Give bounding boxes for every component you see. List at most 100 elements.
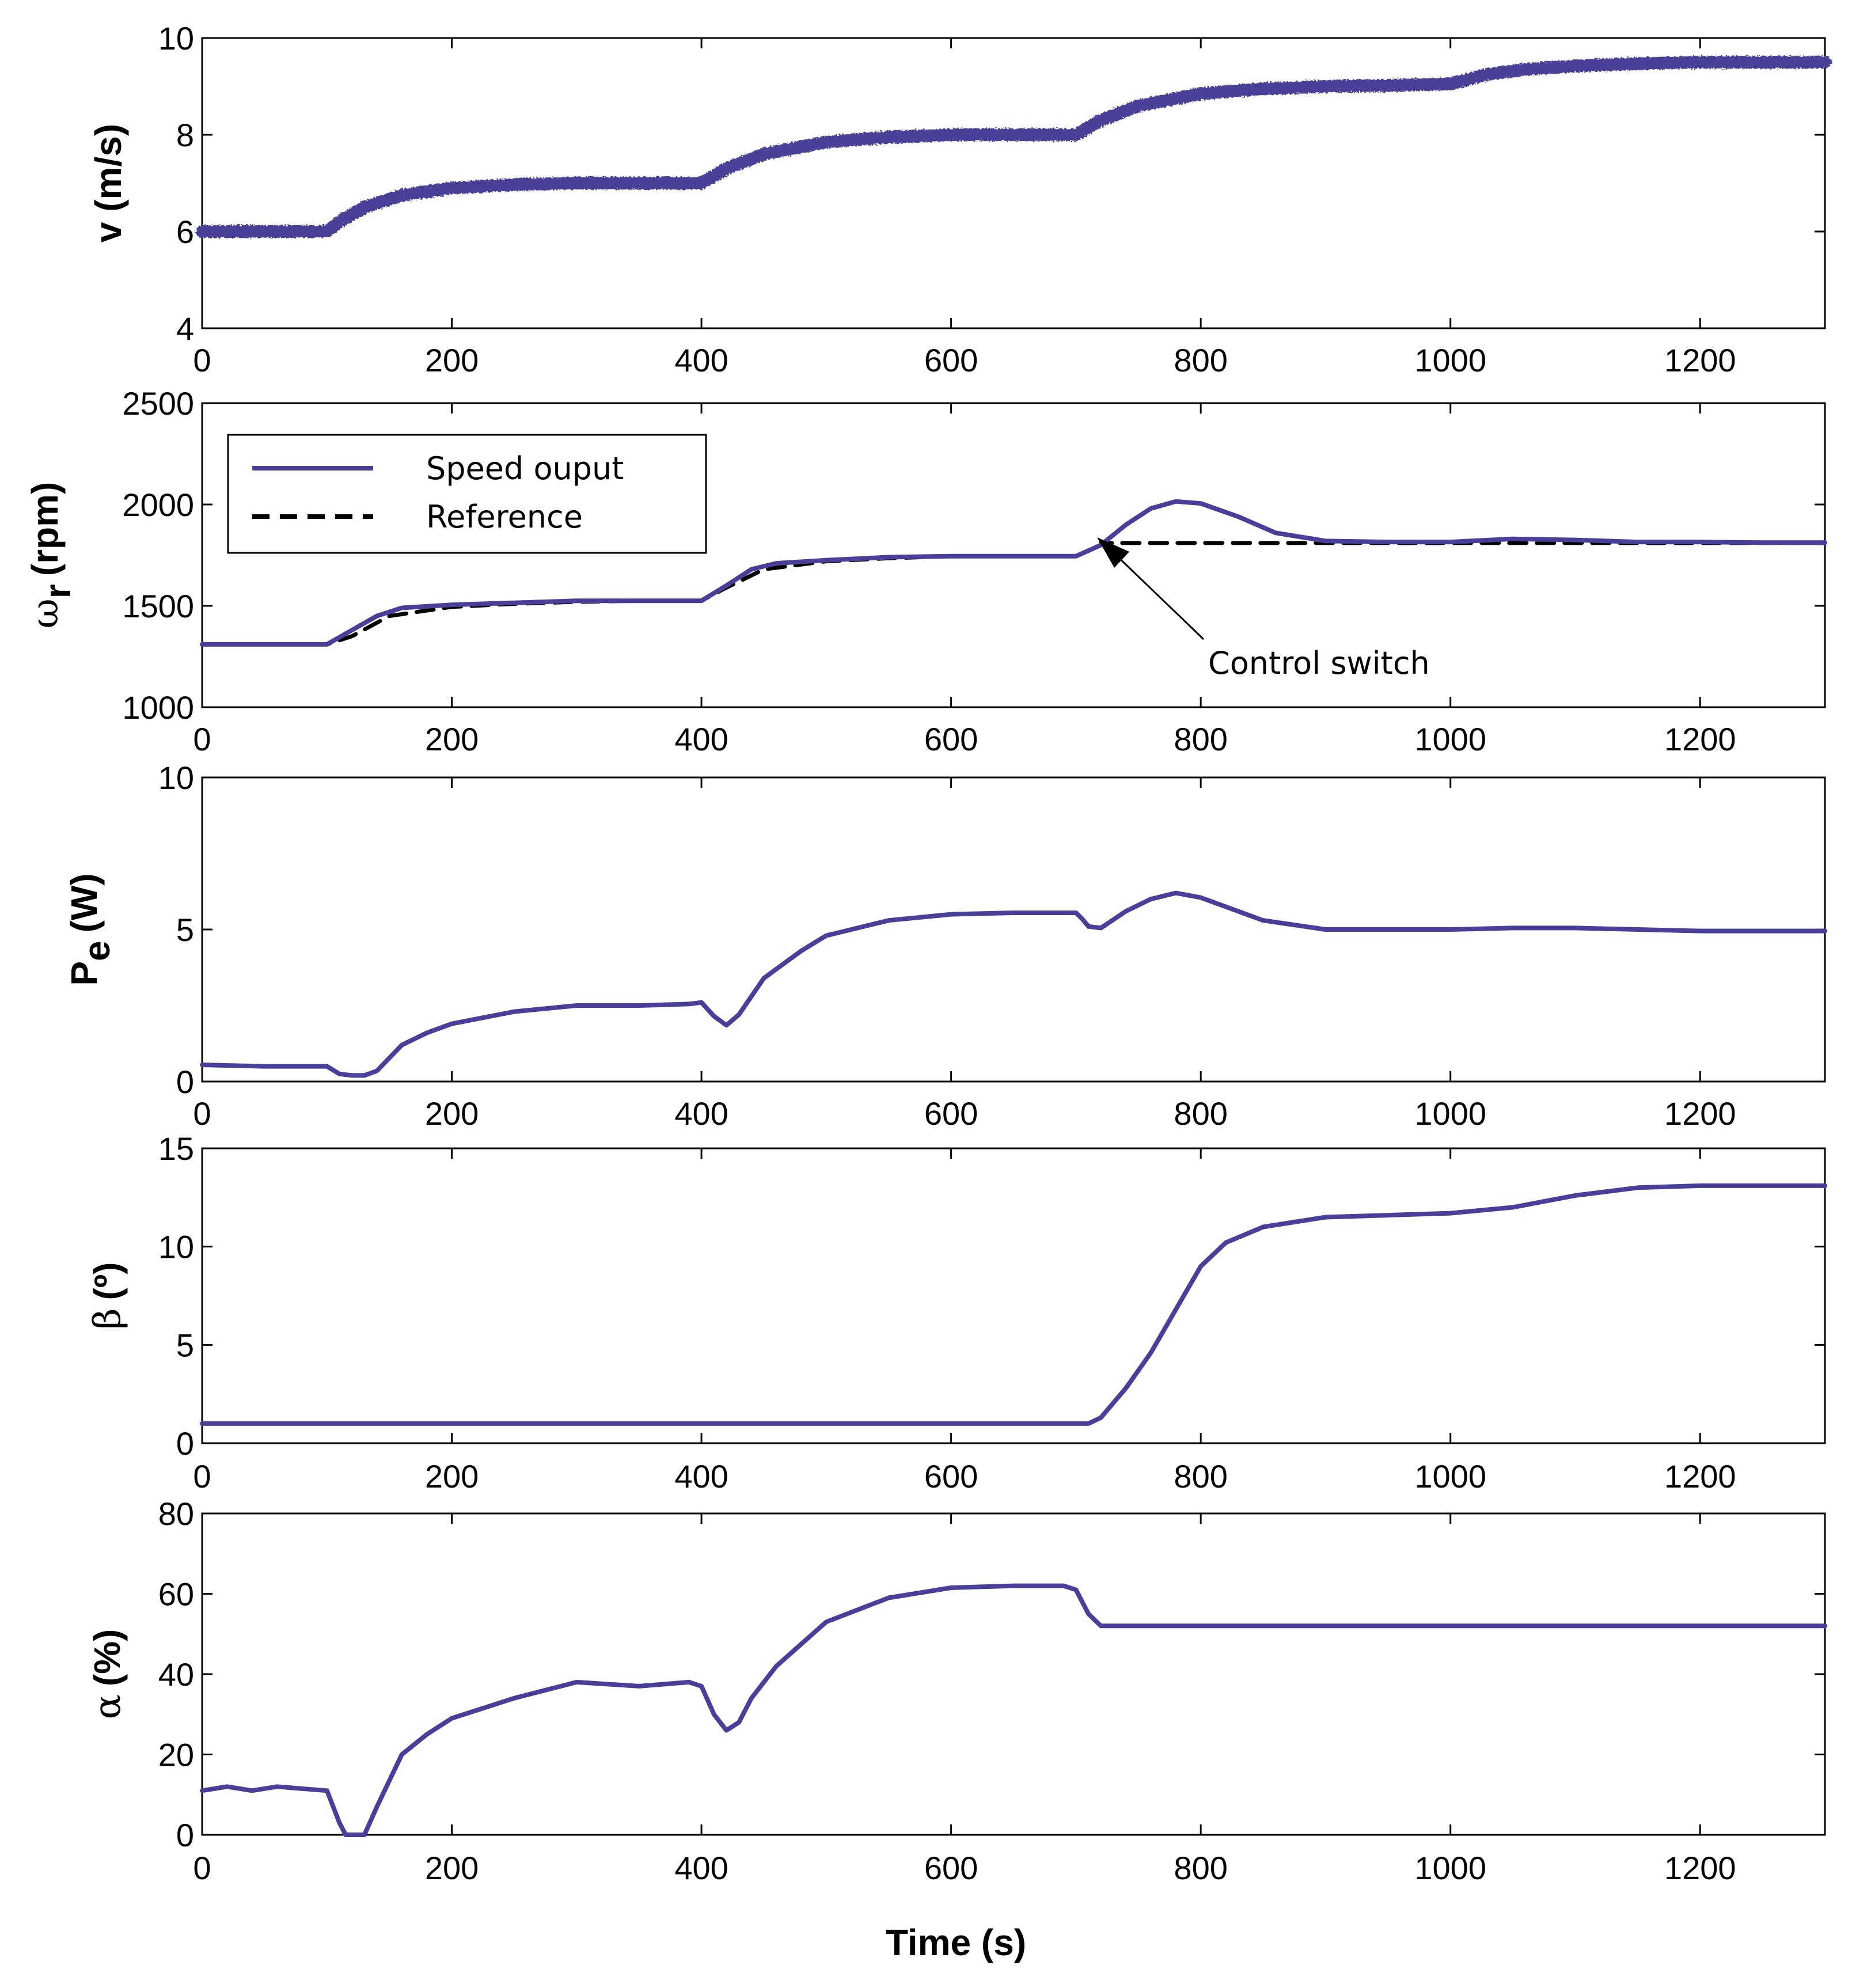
- x-tick-label: 600: [924, 721, 978, 757]
- ylabel-p: P: [63, 961, 105, 986]
- x-tick-label: 600: [924, 342, 978, 378]
- series-line-wind-speed: [196, 56, 1831, 238]
- x-tick-label: 1000: [1414, 1095, 1486, 1132]
- legend-box: [227, 434, 707, 554]
- x-tick-label: 200: [425, 1850, 479, 1886]
- series-layer: [200, 890, 1827, 1078]
- panel-duty-cycle: 0 200 400 600 800 1000 1200 0 20 40 60 80 α (%) Tim…: [86, 1496, 1827, 1963]
- x-tick-label: 800: [1174, 342, 1227, 378]
- x-tick-label: 1000: [1414, 342, 1486, 378]
- x-tick-labels: 0 200 400 600 800 1000 1200: [193, 1850, 1736, 1886]
- y-axis-label: β (º): [86, 1262, 129, 1330]
- y-axis-label: Pe (W): [63, 873, 117, 985]
- x-tick-labels: 0 200 400 600 800 1000 1200: [193, 1095, 1736, 1132]
- y-tick-label: 8: [176, 117, 194, 153]
- ylabel-beta: β: [86, 1308, 129, 1330]
- ylabel-alpha: α: [86, 1694, 129, 1719]
- tick-marks: [201, 402, 1825, 708]
- x-tick-label: 200: [425, 721, 479, 757]
- y-tick-label: 5: [176, 1327, 194, 1363]
- x-tick-label: 1200: [1664, 1458, 1736, 1494]
- ylabel-units: (rpm): [24, 482, 66, 576]
- x-tick-label: 0: [193, 1095, 211, 1132]
- series-layer: [196, 56, 1831, 238]
- x-tick-labels: 0 200 400 600 800 1000 1200: [193, 721, 1736, 757]
- panel-rotor-speed: 0 200 400 600 800 1000 1200 1000 1500 2000 2500 ω…: [24, 385, 1827, 757]
- series-layer: [200, 499, 1827, 647]
- ylabel-units: (W): [63, 873, 105, 932]
- x-tick-label: 0: [193, 342, 211, 378]
- y-tick-label: 10: [158, 20, 194, 56]
- x-tick-label: 200: [425, 342, 479, 378]
- x-axis-title: Time (s): [886, 1922, 1026, 1963]
- y-axis-label: v (m/s): [88, 124, 129, 242]
- plot-frame: [201, 1512, 1826, 1836]
- y-tick-label: 20: [158, 1737, 194, 1773]
- x-tick-label: 800: [1174, 1458, 1227, 1494]
- tick-marks: [201, 1147, 1825, 1444]
- x-tick-labels: 0 200 400 600 800 1000 1200: [193, 342, 1736, 378]
- ylabel-units: (º): [86, 1262, 128, 1300]
- y-tick-labels: 4 6 8 10: [158, 20, 194, 347]
- x-tick-label: 1200: [1664, 1095, 1736, 1132]
- x-tick-labels: 0 200 400 600 800 1000 1200: [193, 1458, 1736, 1494]
- x-tick-label: 400: [674, 1458, 728, 1494]
- x-tick-label: 400: [674, 1095, 728, 1132]
- y-tick-label: 0: [176, 1064, 194, 1100]
- series-layer: [200, 1183, 1827, 1426]
- x-tick-label: 1000: [1414, 721, 1486, 757]
- y-tick-labels: 1000 1500 2000 2500: [122, 385, 194, 726]
- plot-frame: [201, 402, 1826, 708]
- x-tick-label: 0: [193, 1850, 211, 1886]
- y-axis-label: ωr (rpm): [24, 482, 78, 629]
- y-tick-label: 10: [158, 760, 194, 796]
- x-tick-label: 800: [1174, 721, 1227, 757]
- x-tick-label: 200: [425, 1095, 479, 1132]
- x-tick-label: 600: [924, 1095, 978, 1132]
- y-tick-labels: 0 20 40 60 80: [158, 1496, 194, 1853]
- panel-electric-power: 0 200 400 600 800 1000 1200 0 5 10 Pe (W): [63, 760, 1827, 1132]
- annotation-control-switch: Control switch: [1097, 537, 1430, 681]
- y-tick-label: 4: [176, 310, 194, 347]
- series-layer: [200, 1583, 1827, 1837]
- x-tick-label: 1000: [1414, 1850, 1486, 1886]
- panel-wind-speed: 0 200 400 600 800 1000 1200 4 6 8 10 v (m/s): [88, 20, 1831, 378]
- y-tick-label: 0: [176, 1425, 194, 1462]
- y-tick-label: 1500: [122, 588, 194, 624]
- y-tick-label: 1000: [122, 689, 194, 726]
- plot-frame: [201, 1147, 1826, 1444]
- y-tick-label: 5: [176, 912, 194, 948]
- y-tick-label: 10: [158, 1229, 194, 1265]
- x-tick-label: 1200: [1664, 1850, 1736, 1886]
- x-tick-label: 1000: [1414, 1458, 1486, 1494]
- y-tick-label: 0: [176, 1817, 194, 1853]
- x-tick-label: 800: [1174, 1850, 1227, 1886]
- ylabel-omega: ω: [24, 598, 67, 628]
- legend-label-reference: Reference: [426, 499, 583, 535]
- y-tick-label: 60: [158, 1576, 194, 1613]
- x-tick-label: 1200: [1664, 721, 1736, 757]
- x-tick-label: 600: [924, 1850, 978, 1886]
- ylabel-subscript: e: [76, 940, 117, 961]
- annotation-label: Control switch: [1208, 645, 1430, 681]
- y-tick-label: 2500: [122, 385, 194, 422]
- plot-frame: [201, 37, 1826, 329]
- y-tick-label: 6: [176, 214, 194, 250]
- x-tick-label: 400: [674, 342, 728, 378]
- series-line-pitch-angle: [200, 1183, 1827, 1426]
- y-tick-labels: 0 5 10 15: [158, 1130, 194, 1462]
- y-tick-label: 15: [158, 1130, 194, 1167]
- x-tick-label: 400: [674, 721, 728, 757]
- tick-marks: [201, 1512, 1825, 1836]
- legend-label-speed-output: Speed ouput: [426, 450, 624, 487]
- x-tick-label: 800: [1174, 1095, 1227, 1132]
- annotation-arrowhead: [1097, 537, 1129, 568]
- y-tick-label: 2000: [122, 487, 194, 523]
- series-line-rotor-speed: [200, 499, 1827, 647]
- ylabel-subscript: r: [37, 584, 78, 598]
- legend: Speed ouput Reference: [227, 434, 707, 554]
- annotation-arrow-line: [1113, 552, 1205, 640]
- series-line-electric-power: [200, 890, 1827, 1078]
- y-tick-label: 40: [158, 1656, 194, 1693]
